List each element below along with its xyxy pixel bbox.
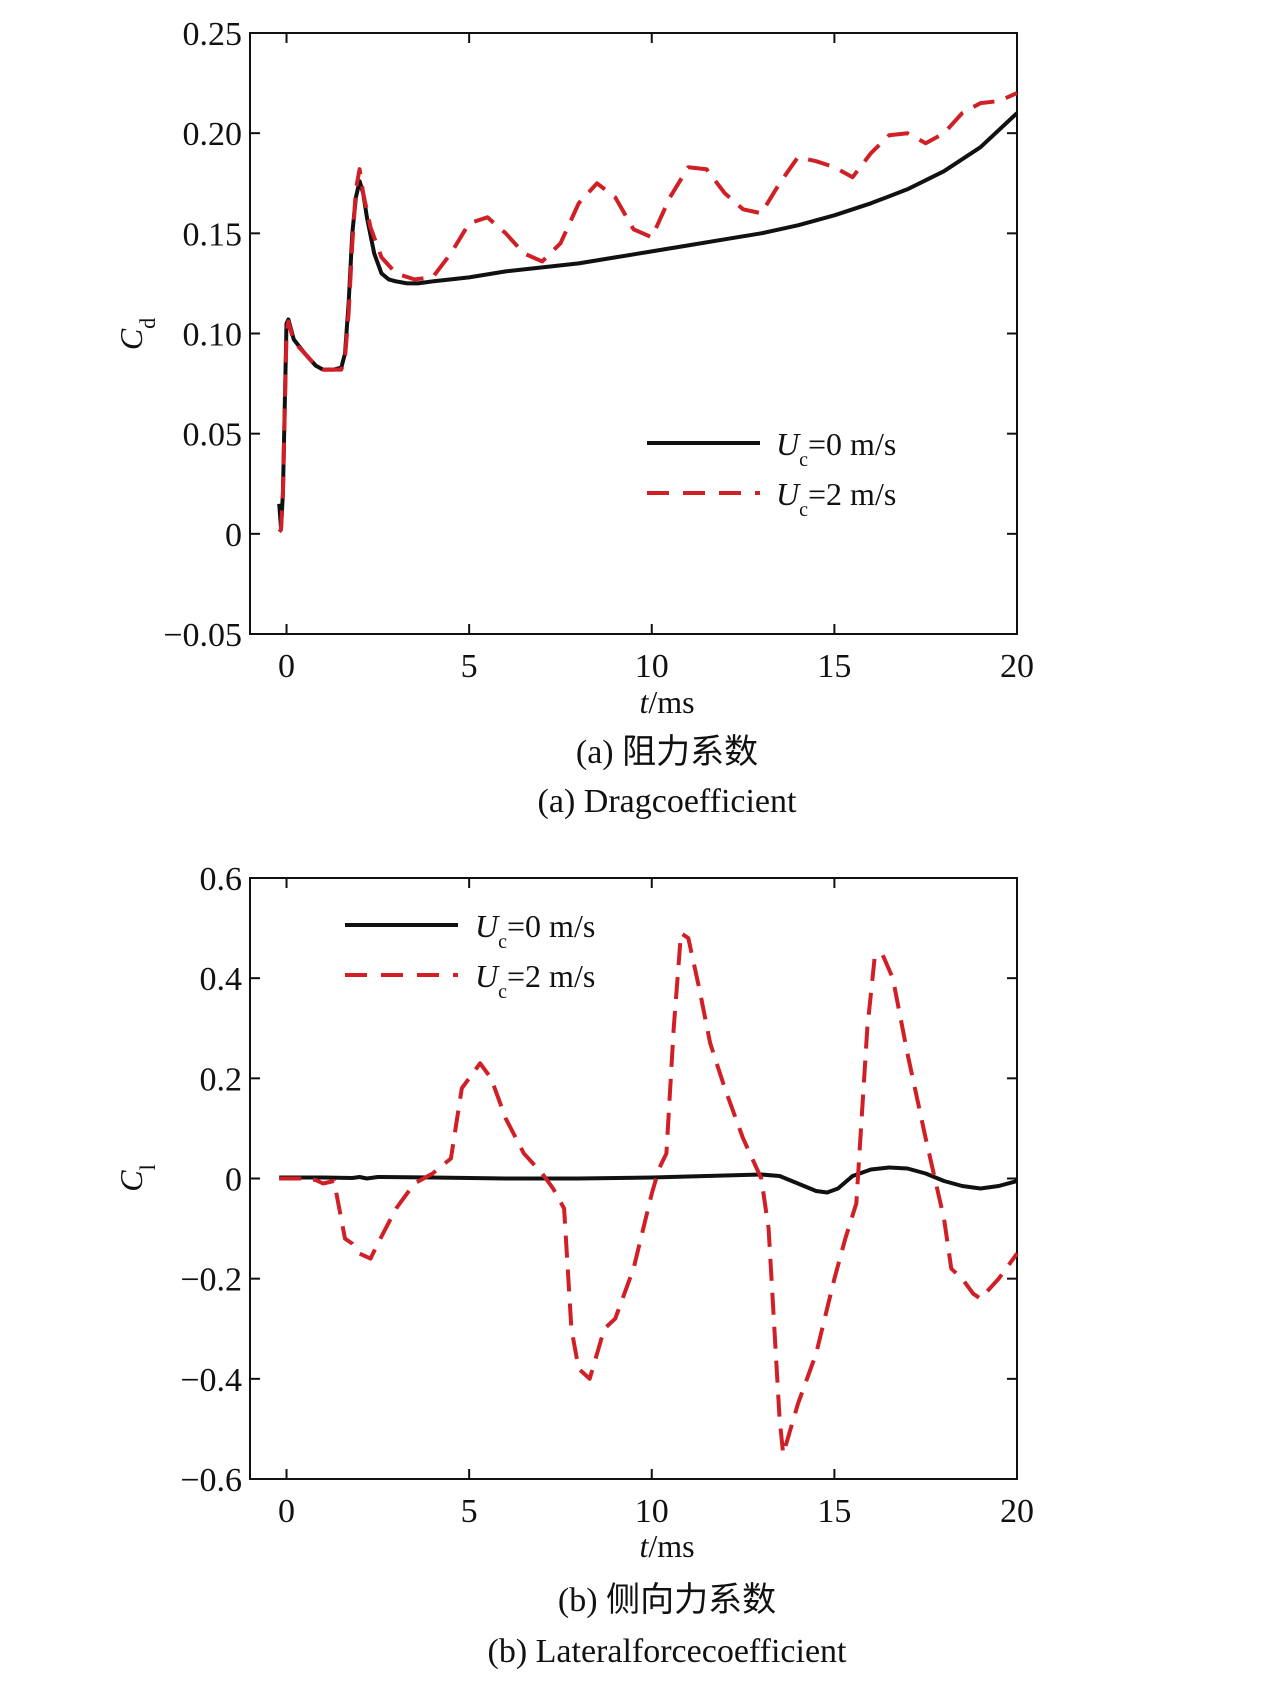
y-tick-label: −0.05 bbox=[163, 617, 242, 654]
y-tick-label: −0.4 bbox=[180, 1362, 242, 1399]
caption-en: (a) Dragcoefficient bbox=[538, 783, 797, 820]
drag-coefficient-chart: 0 5 10 15 20 −0.05 0 0.05 0.10 0.15 0.20 0.25 Cd t/… bbox=[113, 16, 1034, 820]
legend-item-dashed: Uc=2 m/s bbox=[647, 476, 896, 521]
y-tick-label: 0.2 bbox=[200, 1061, 243, 1098]
y-tick-label: 0.25 bbox=[183, 16, 243, 53]
axis-ticks bbox=[250, 877, 1018, 1480]
x-tick-label: 15 bbox=[817, 1493, 851, 1530]
series-line-uc0-solid bbox=[277, 111, 1019, 530]
legend-label-uc0: Uc=0 m/s bbox=[776, 426, 896, 471]
x-axis-label: t/ms bbox=[639, 684, 694, 720]
y-axis-label: Cl bbox=[113, 1164, 160, 1191]
y-tick-label: 0.6 bbox=[200, 861, 243, 898]
x-tick-label: 0 bbox=[278, 1493, 295, 1530]
y-tick-label: 0.4 bbox=[200, 961, 243, 998]
plot-frame bbox=[249, 32, 1018, 635]
x-axis-label: t/ms bbox=[639, 1528, 694, 1564]
caption-cn: (a) 阻力系数 bbox=[576, 733, 758, 771]
legend: Uc=0 m/s Uc=2 m/s bbox=[345, 908, 595, 1003]
legend-label-uc2: Uc=2 m/s bbox=[776, 476, 896, 521]
x-tick-label: 10 bbox=[635, 1493, 669, 1530]
y-tick-label: 0 bbox=[225, 517, 242, 554]
legend-item-solid: Uc=0 m/s bbox=[345, 908, 595, 953]
y-tick-label: 0.20 bbox=[183, 116, 243, 153]
axis-ticks bbox=[250, 32, 1018, 635]
x-tick-label: 10 bbox=[635, 648, 669, 685]
x-tick-label: 5 bbox=[461, 648, 478, 685]
legend-item-dashed: Uc=2 m/s bbox=[345, 958, 595, 1003]
legend-label-uc2: Uc=2 m/s bbox=[475, 958, 595, 1003]
legend: Uc=0 m/s Uc=2 m/s bbox=[647, 426, 896, 521]
series-line-uc2-dashed bbox=[279, 931, 1019, 1456]
x-tick-label: 15 bbox=[817, 648, 851, 685]
y-tick-label: −0.2 bbox=[180, 1262, 242, 1299]
series-lines bbox=[279, 931, 1019, 1456]
y-tick-label: 0.10 bbox=[183, 317, 243, 354]
legend-label-uc0: Uc=0 m/s bbox=[475, 908, 595, 953]
lateral-force-coefficient-chart: 0 5 10 15 20 −0.6 −0.4 −0.2 0 0.2 0.4 0.6 Cl t/ms U… bbox=[113, 861, 1034, 1670]
y-axis-label: Cd bbox=[113, 318, 160, 350]
x-tick-label: 5 bbox=[461, 1493, 478, 1530]
series-line-uc2-dashed bbox=[277, 91, 1018, 534]
y-tick-label: 0 bbox=[225, 1162, 242, 1199]
series-lines bbox=[277, 91, 1019, 534]
caption-cn: (b) 侧向力系数 bbox=[558, 1581, 776, 1619]
y-tick-label: 0.15 bbox=[183, 216, 243, 253]
series-line-uc0-solid bbox=[279, 1165, 1018, 1195]
x-tick-label: 0 bbox=[278, 648, 295, 685]
tick-labels: 0 5 10 15 20 −0.05 0 0.05 0.10 0.15 0.20 0.25 bbox=[163, 16, 1034, 685]
y-tick-label: −0.6 bbox=[180, 1462, 242, 1499]
x-tick-label: 20 bbox=[1000, 648, 1034, 685]
y-tick-label: 0.05 bbox=[183, 417, 243, 454]
caption-en: (b) Lateralforcecoefficient bbox=[488, 1633, 848, 1670]
x-tick-label: 20 bbox=[1000, 1493, 1034, 1530]
tick-labels: 0 5 10 15 20 −0.6 −0.4 −0.2 0 0.2 0.4 0.6 bbox=[180, 861, 1034, 1530]
legend-item-solid: Uc=0 m/s bbox=[647, 426, 896, 471]
